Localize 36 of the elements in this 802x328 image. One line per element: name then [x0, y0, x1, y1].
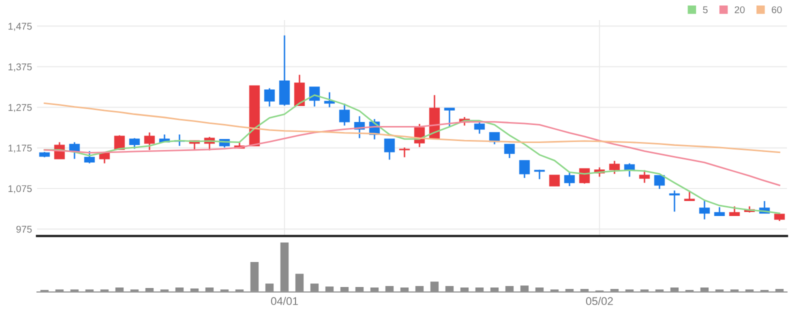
candlestick	[729, 206, 740, 216]
candlestick	[339, 102, 350, 126]
y-tick-label: 1,475	[8, 22, 32, 31]
candlestick	[669, 190, 680, 212]
candlestick	[639, 170, 650, 184]
y-tick-label: 1,075	[8, 185, 32, 194]
candlestick	[114, 134, 125, 150]
candlestick	[129, 137, 140, 150]
candlestick	[399, 146, 410, 158]
candlestick	[549, 174, 560, 187]
candlestick	[579, 168, 590, 184]
candlestick	[519, 160, 530, 179]
candlestick	[654, 174, 665, 190]
legend-label: 20	[734, 6, 745, 14]
candlestick	[504, 144, 515, 159]
y-tick-label: 1,275	[8, 104, 32, 112]
candlestick	[474, 120, 485, 134]
candlestick	[84, 150, 95, 164]
x-tick-label: 05/02	[586, 296, 613, 306]
candlestick	[684, 190, 695, 202]
candlestick	[69, 142, 80, 160]
x-tick-label: 04/01	[271, 296, 298, 306]
candlestick	[699, 200, 710, 220]
y-tick-label: 1,175	[8, 144, 32, 153]
legend-label: 60	[772, 6, 782, 14]
candlestick	[609, 160, 620, 175]
candlestick	[564, 172, 575, 187]
candlestick	[144, 132, 155, 151]
legend-label: 5	[702, 6, 708, 14]
line-series	[44, 102, 780, 154]
y-tick-label: 975	[16, 226, 32, 233]
y-tick-label: 1,375	[8, 63, 32, 72]
candlestick	[294, 74, 305, 106]
candlestick	[264, 88, 275, 108]
candlestick	[444, 107, 455, 128]
candlestick	[384, 138, 395, 160]
